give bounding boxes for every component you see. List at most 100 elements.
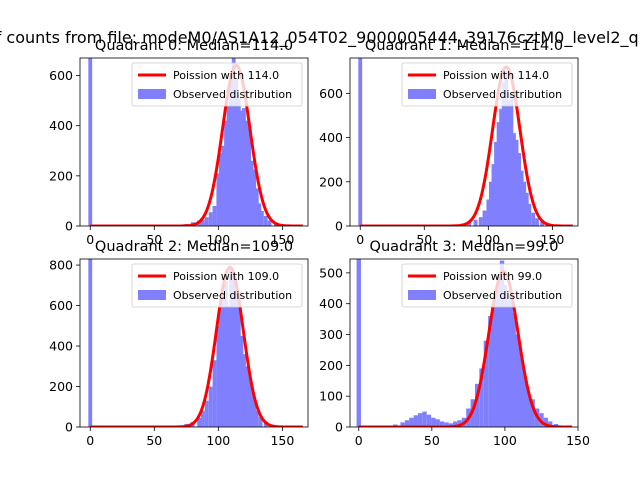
chart-panel-1: 0 50 100 150 0 200 400 600 Quadrant 1: Median=11… bbox=[319, 38, 579, 247]
x-tick-label: 100 bbox=[476, 232, 500, 247]
histogram-bar bbox=[535, 218, 539, 226]
histogram-bar bbox=[263, 215, 268, 226]
x-tick-label: 150 bbox=[566, 433, 590, 448]
legend-fit-label: Poission with 99.0 bbox=[443, 270, 542, 283]
histogram-bar bbox=[506, 102, 511, 226]
chart-panel-0: 0 50 100 150 0 200 400 600 Quadrant 0: Median=11… bbox=[49, 38, 309, 247]
histogram-bar bbox=[431, 417, 436, 427]
histogram-bar bbox=[226, 305, 231, 427]
y-tick-label: 0 bbox=[65, 219, 73, 234]
histogram-bar bbox=[499, 260, 505, 427]
histogram-bar bbox=[496, 122, 501, 226]
panel-title: Quadrant 0: Median=114.0 bbox=[95, 38, 293, 54]
x-tick-label: 150 bbox=[540, 232, 564, 247]
histogram-bar bbox=[517, 153, 521, 226]
legend-hist-swatch bbox=[408, 89, 436, 99]
histogram-bar bbox=[218, 153, 223, 226]
histogram-bar bbox=[520, 365, 525, 427]
plot-area bbox=[88, 259, 304, 427]
histogram-bar bbox=[517, 346, 522, 427]
y-tick-label: 600 bbox=[319, 86, 343, 101]
histogram-bar bbox=[439, 421, 445, 427]
histogram-bar bbox=[239, 110, 244, 226]
histogram-bar bbox=[201, 410, 205, 427]
histogram-bar bbox=[453, 421, 458, 427]
histogram-bar bbox=[242, 354, 246, 427]
histogram-bar bbox=[467, 222, 472, 226]
poisson-fit-line bbox=[360, 65, 574, 226]
y-tick-label: 500 bbox=[319, 265, 343, 280]
histogram-bar bbox=[208, 386, 213, 427]
histogram-bar bbox=[488, 316, 493, 427]
histogram-bar bbox=[247, 128, 251, 226]
histogram-bar bbox=[473, 219, 478, 226]
histogram-bar bbox=[239, 335, 244, 427]
x-tick-label: 0 bbox=[86, 433, 94, 448]
y-tick-label: 200 bbox=[49, 379, 73, 394]
plot-area bbox=[358, 58, 574, 226]
x-tick-label: 0 bbox=[355, 433, 363, 448]
histogram-bar bbox=[229, 73, 234, 226]
y-tick-label: 800 bbox=[49, 258, 73, 273]
histogram-bar bbox=[499, 108, 504, 226]
histogram-bar bbox=[509, 93, 514, 226]
x-tick-label: 50 bbox=[424, 433, 440, 448]
histogram-bar bbox=[221, 293, 226, 427]
histogram-bar bbox=[501, 82, 506, 226]
x-tick-label: 100 bbox=[206, 433, 230, 448]
histogram-bar bbox=[267, 220, 272, 226]
x-tick-label: 50 bbox=[416, 232, 432, 247]
histogram-bar bbox=[482, 210, 487, 226]
figure-suptitle: Histograms of counts from file: modeM0/A… bbox=[0, 28, 640, 48]
histogram-bar bbox=[526, 393, 531, 427]
histogram-bar bbox=[252, 400, 257, 427]
histogram-bar bbox=[543, 417, 549, 427]
histogram-bar bbox=[413, 415, 418, 427]
legend-box bbox=[131, 62, 303, 107]
histogram-bar bbox=[356, 259, 361, 427]
histogram-bar bbox=[234, 78, 239, 226]
legend-box bbox=[401, 62, 573, 107]
legend-fit-label: Poission with 109.0 bbox=[173, 270, 279, 283]
histogram-bar bbox=[524, 192, 529, 226]
histogram-bar bbox=[400, 422, 405, 427]
histogram-bar bbox=[224, 120, 228, 226]
panel-title: Quadrant 1: Median=114.0 bbox=[365, 38, 563, 54]
histogram-bar bbox=[224, 281, 228, 427]
histogram-bar bbox=[502, 285, 508, 427]
histogram-bar bbox=[540, 221, 545, 226]
histogram-bar bbox=[249, 386, 254, 427]
histogram-bar bbox=[523, 380, 528, 427]
histogram-bar bbox=[212, 360, 217, 427]
poisson-fit-line bbox=[90, 265, 304, 427]
histogram-bar bbox=[247, 376, 251, 427]
axes-frame bbox=[349, 57, 579, 227]
histogram-bar bbox=[422, 411, 427, 427]
y-tick-label: 600 bbox=[49, 68, 73, 83]
histogram-bar bbox=[530, 399, 535, 427]
histogram-bar bbox=[254, 410, 259, 427]
histogram-bar bbox=[488, 181, 493, 226]
histogram-bar bbox=[244, 366, 249, 427]
histogram-bar bbox=[216, 325, 221, 427]
y-tick-label: 300 bbox=[319, 327, 343, 342]
histogram-bar bbox=[514, 334, 519, 427]
histogram-bar bbox=[514, 139, 519, 226]
histogram-bar bbox=[231, 277, 236, 427]
x-tick-label: 0 bbox=[356, 232, 364, 247]
legend-fit-label: Poission with 114.0 bbox=[173, 69, 279, 82]
histogram-bar bbox=[448, 423, 454, 427]
x-tick-label: 50 bbox=[146, 433, 162, 448]
axes-frame bbox=[349, 258, 579, 428]
histogram-bar bbox=[231, 58, 236, 226]
panel-title: Quadrant 2: Median=109.0 bbox=[95, 239, 293, 255]
legend: Poission with 109.0 Observed distribution bbox=[131, 263, 303, 308]
legend-fit-label: Poission with 114.0 bbox=[443, 69, 549, 82]
histogram-bar bbox=[511, 312, 516, 427]
axes-frame bbox=[79, 258, 309, 428]
histogram-bar bbox=[216, 173, 221, 226]
histogram-bar bbox=[409, 417, 414, 427]
y-tick-label: 200 bbox=[49, 168, 73, 183]
histogram-bar bbox=[242, 108, 246, 226]
histogram-bar bbox=[548, 421, 553, 427]
